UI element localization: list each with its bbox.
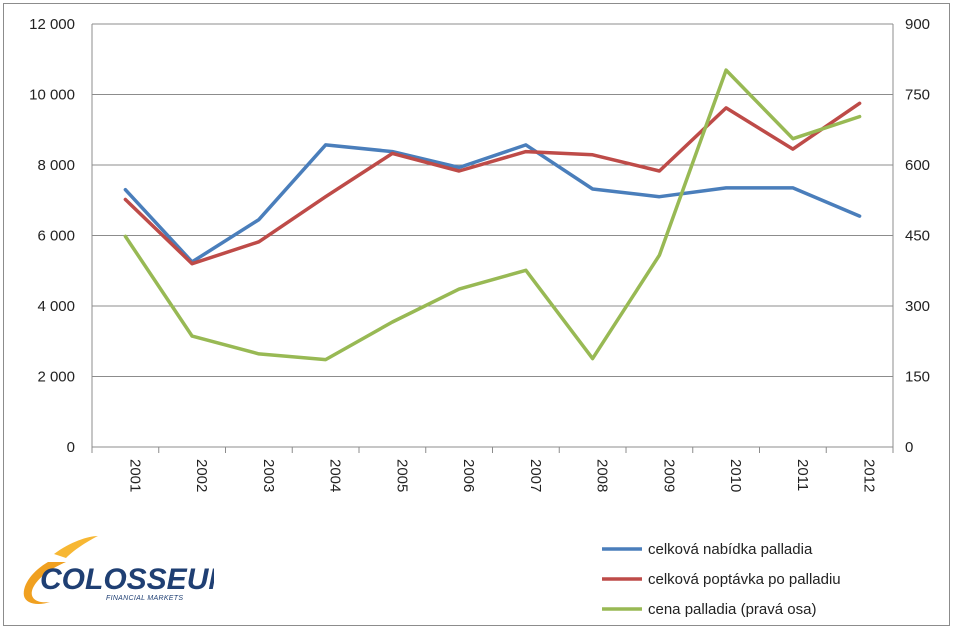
x-tick-label: 2010 bbox=[727, 459, 744, 492]
y-right-tick-label: 0 bbox=[905, 439, 913, 456]
logo-swoosh-lower bbox=[23, 562, 66, 604]
x-tick-label: 2002 bbox=[193, 459, 210, 492]
chart-frame bbox=[3, 3, 950, 626]
y-right-tick-label: 450 bbox=[905, 228, 930, 245]
x-tick-label: 2005 bbox=[393, 459, 410, 492]
y-left-tick-label: 6 000 bbox=[37, 228, 75, 245]
logo-wordmark: COLOSSEUM bbox=[40, 563, 214, 596]
y-left-tick-label: 2 000 bbox=[37, 369, 75, 386]
series-lines bbox=[123, 68, 862, 362]
x-tick-label: 2003 bbox=[260, 459, 277, 492]
y-left-tick-label: 4 000 bbox=[37, 298, 75, 315]
series-line bbox=[123, 143, 862, 264]
y-right-tick-label: 150 bbox=[905, 369, 930, 386]
legend-label: cena palladia (pravá osa) bbox=[648, 601, 816, 618]
y-left-tick-label: 12 000 bbox=[29, 16, 75, 33]
y-right-tick-label: 300 bbox=[905, 298, 930, 315]
logo-tagline: FINANCIAL MARKETS bbox=[106, 595, 183, 602]
series-line bbox=[123, 101, 862, 266]
axes: 0 0 2 000 150 4 000 300 6 000 450 8 000 600 10 000… bbox=[29, 16, 930, 492]
x-tick-label: 2007 bbox=[527, 459, 544, 492]
x-tick-label: 2001 bbox=[126, 459, 143, 492]
series-line bbox=[123, 68, 862, 362]
y-left-tick-label: 10 000 bbox=[29, 87, 75, 104]
x-tick-label: 2006 bbox=[460, 459, 477, 492]
legend-label: celková nabídka palladia bbox=[648, 541, 813, 558]
x-tick-label: 2004 bbox=[327, 459, 344, 492]
y-left-tick-label: 0 bbox=[67, 439, 75, 456]
legend-label: celková poptávka po palladiu bbox=[648, 571, 841, 588]
x-tick-label: 2012 bbox=[861, 459, 878, 492]
y-right-tick-label: 900 bbox=[905, 16, 930, 33]
y-left-tick-label: 8 000 bbox=[37, 157, 75, 174]
y-right-tick-label: 750 bbox=[905, 87, 930, 104]
x-tick-label: 2009 bbox=[660, 459, 677, 492]
logo-swoosh-upper bbox=[54, 536, 98, 558]
legend: celková nabídka palladia celková poptávka… bbox=[602, 541, 841, 618]
x-tick-label: 2008 bbox=[594, 459, 611, 492]
gridlines bbox=[92, 23, 893, 377]
x-tick-label: 2011 bbox=[794, 459, 811, 491]
colosseum-logo: COLOSSEUM FINANCIAL MARKETS bbox=[23, 536, 214, 604]
y-right-tick-label: 600 bbox=[905, 157, 930, 174]
